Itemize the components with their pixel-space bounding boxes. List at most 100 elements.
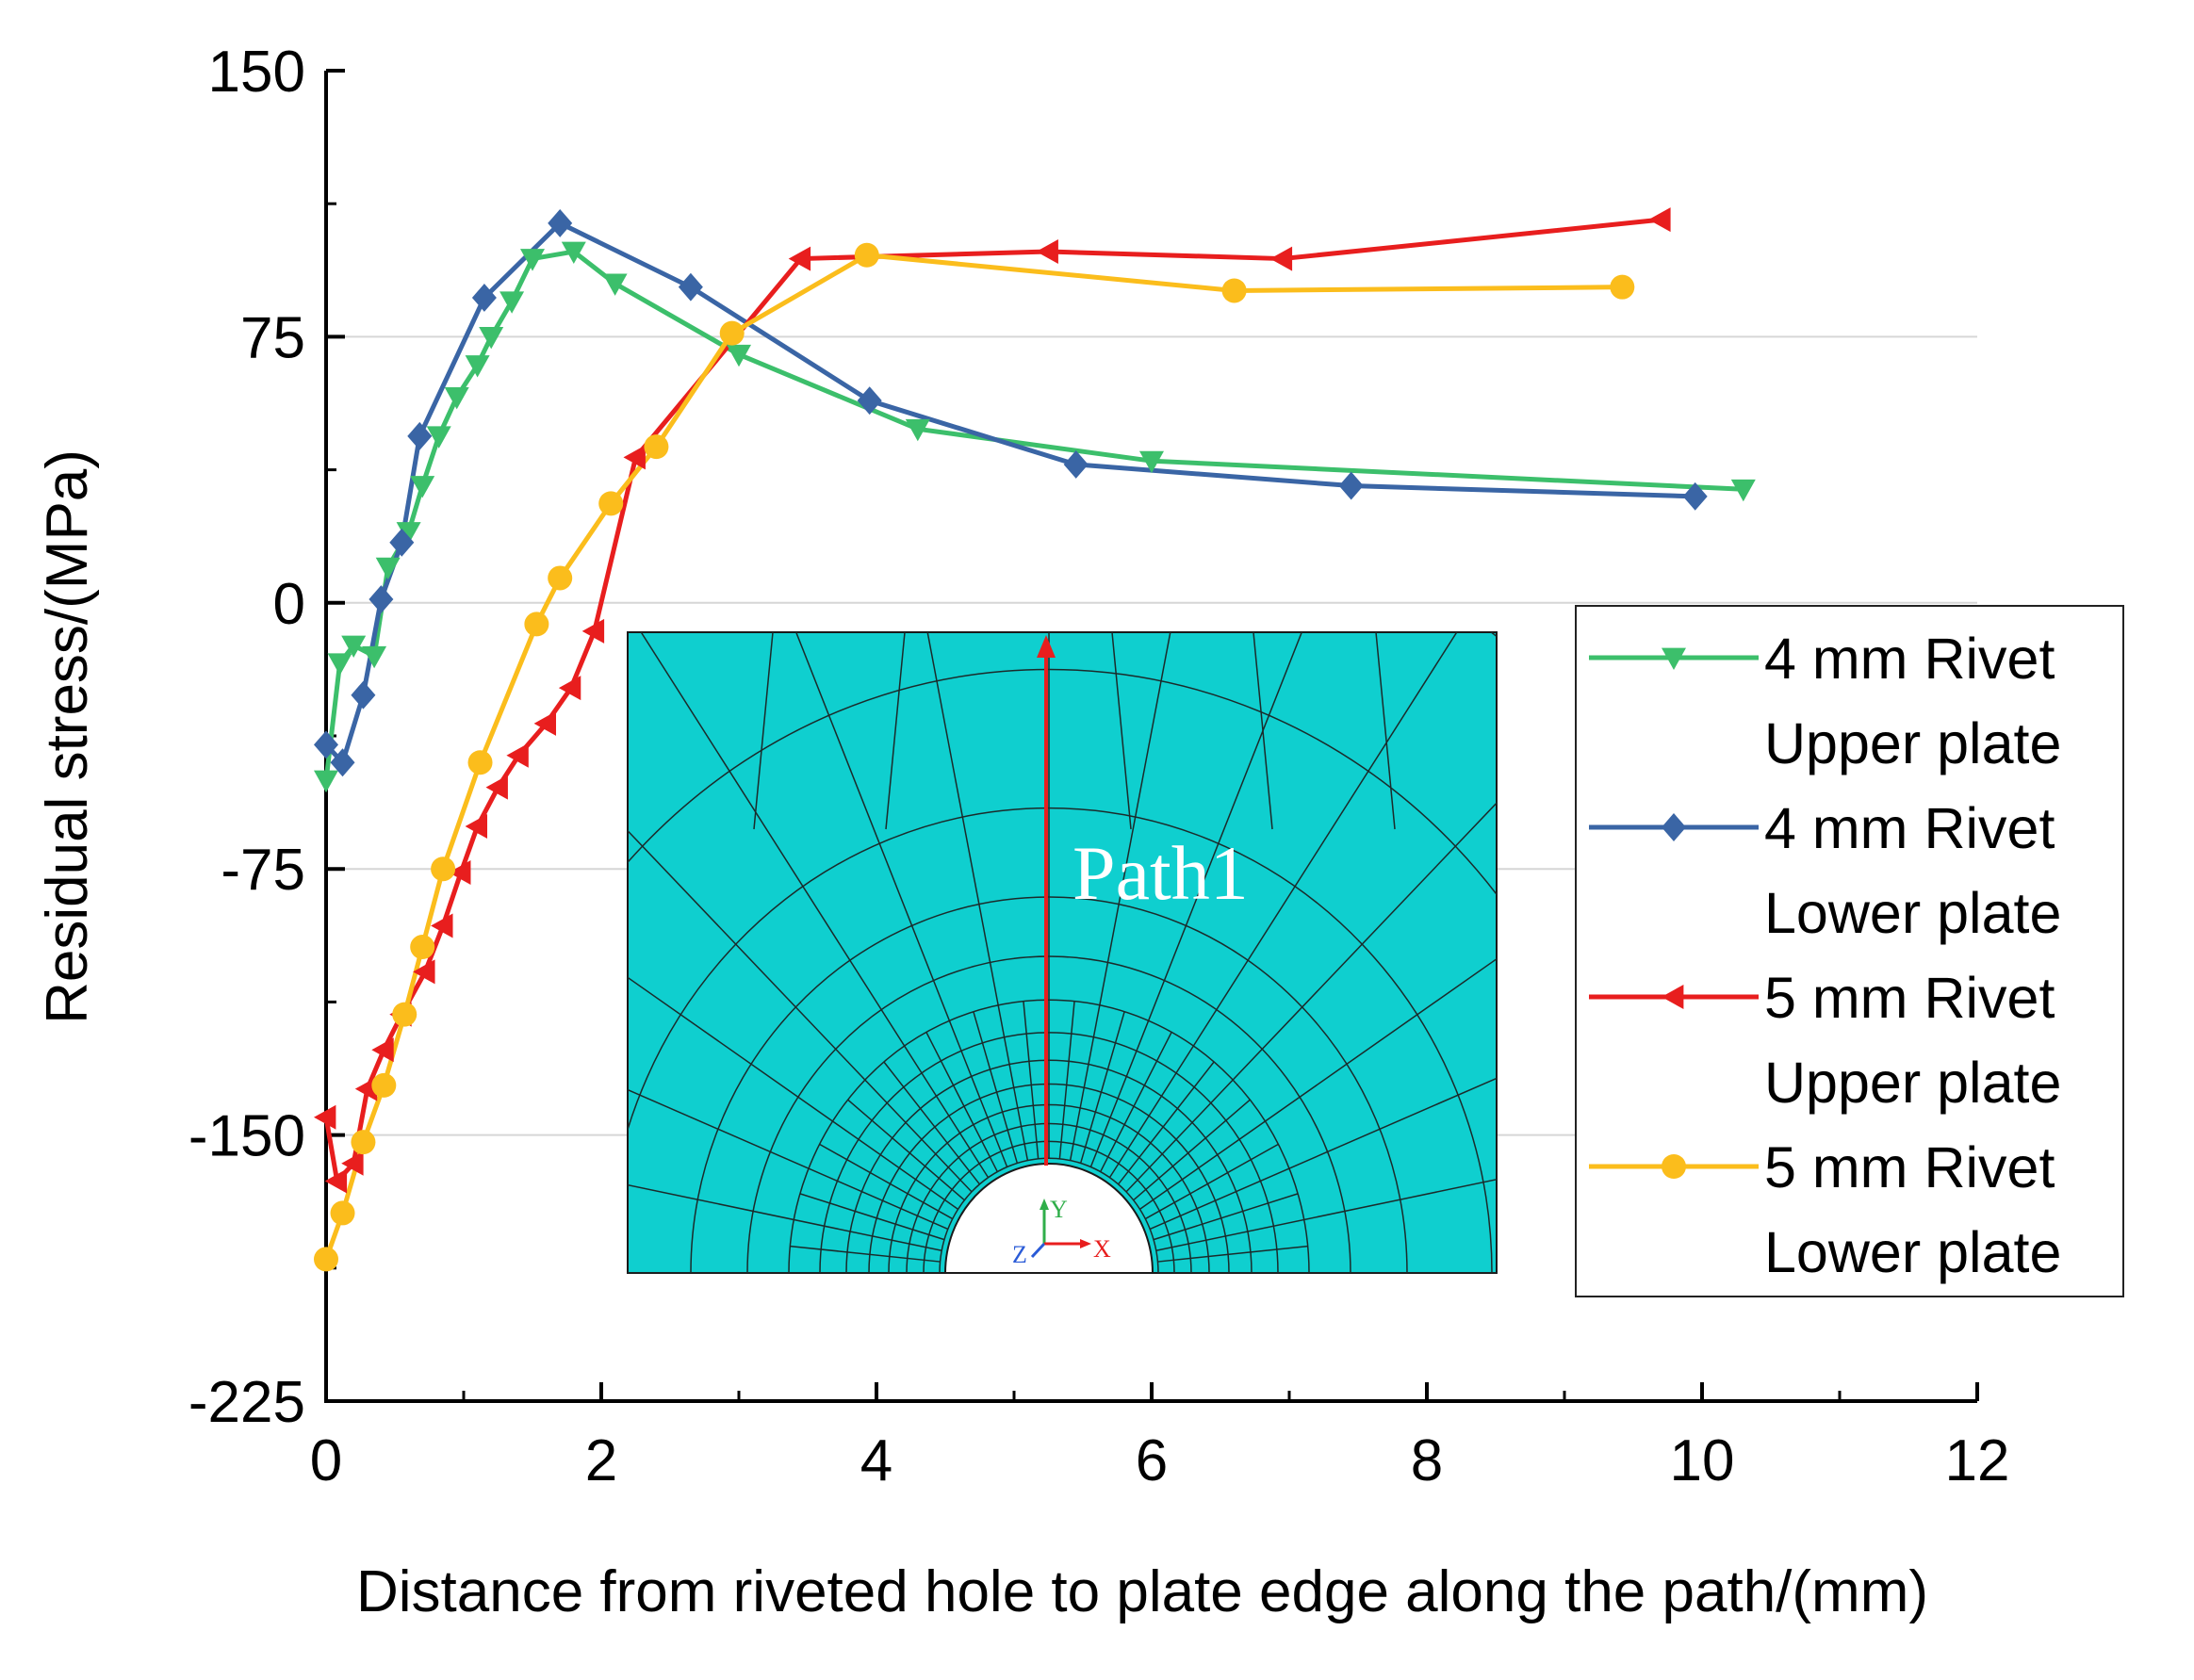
- mesh-ray: [628, 1183, 942, 1251]
- data-point-series-2: [368, 585, 394, 613]
- path1-arrow-head: [1037, 635, 1056, 658]
- y-tick-label: 150: [208, 40, 305, 105]
- data-point-series-3: [581, 618, 605, 644]
- mesh-edge: [1375, 632, 1396, 830]
- mesh-edge: [753, 632, 774, 830]
- legend-label-line1: 4 mm Rivet: [1764, 796, 2055, 860]
- data-point-series-4: [351, 1130, 376, 1155]
- y-tick-label: -150: [188, 1104, 305, 1169]
- data-point-series-4: [330, 1200, 355, 1226]
- data-point-series-2: [548, 208, 573, 237]
- data-point-series-1: [327, 653, 352, 676]
- data-point-series-3: [1269, 246, 1293, 271]
- legend-swatch-marker-3: [1662, 985, 1684, 1009]
- mesh-ray: [1069, 632, 1171, 1161]
- data-point-series-1: [1139, 450, 1164, 474]
- data-point-series-3: [623, 445, 646, 470]
- data-point-series-1: [465, 355, 490, 378]
- axis-letter-y: Y: [1050, 1196, 1068, 1223]
- data-point-series-3: [324, 1168, 348, 1194]
- data-point-series-4: [644, 434, 669, 460]
- mesh-edge: [885, 632, 906, 830]
- y-tick-label: 0: [273, 572, 305, 637]
- mesh-ray: [1153, 1193, 1299, 1241]
- mesh-ray: [926, 632, 1029, 1161]
- mesh-ray: [973, 1011, 1019, 1164]
- mesh-ray: [1117, 1061, 1215, 1185]
- mesh-ray: [1155, 1179, 1497, 1251]
- y-tick-label: -75: [221, 838, 305, 903]
- axis-letter-z: Z: [1012, 1241, 1027, 1268]
- mesh-ray: [628, 829, 973, 1193]
- data-point-series-2: [330, 748, 355, 777]
- data-point-series-3: [341, 1150, 364, 1176]
- legend-swatch-marker-1: [1662, 647, 1686, 670]
- data-point-series-1: [444, 387, 469, 410]
- mesh-ray: [1133, 1099, 1251, 1201]
- data-point-series-2: [1063, 450, 1089, 479]
- data-point-series-1: [362, 645, 387, 669]
- y-tick-label: -225: [188, 1370, 305, 1435]
- data-point-series-3: [485, 775, 508, 800]
- data-point-series-1: [396, 522, 421, 545]
- data-point-series-3: [431, 913, 453, 938]
- x-tick-label: 2: [585, 1428, 617, 1493]
- legend-swatch-marker-4: [1662, 1154, 1686, 1179]
- mesh-ray: [1058, 1001, 1075, 1159]
- data-point-series-3: [413, 959, 435, 985]
- data-point-series-3: [354, 1076, 378, 1101]
- data-point-series-1: [341, 635, 367, 658]
- data-point-series-1: [426, 426, 451, 449]
- data-point-series-4: [854, 242, 879, 268]
- mesh-ray: [790, 1245, 941, 1263]
- mesh-ray: [1139, 957, 1497, 1210]
- data-point-series-2: [351, 680, 376, 710]
- legend: 4 mm Rivet Upper plate 4 mm Rivet Lower pla…: [1575, 605, 2124, 1297]
- data-point-series-4: [1221, 278, 1247, 303]
- data-point-series-2: [389, 528, 415, 557]
- data-point-series-1: [479, 327, 504, 350]
- mesh-ray: [1125, 802, 1497, 1193]
- x-tick-label: 10: [1670, 1428, 1735, 1493]
- data-point-series-4: [392, 1002, 418, 1027]
- y-tick-label: 75: [240, 305, 305, 370]
- mesh-ray: [628, 1088, 949, 1231]
- data-point-series-1: [602, 273, 628, 296]
- mesh-ray: [925, 1032, 998, 1172]
- data-point-series-2: [407, 421, 433, 450]
- data-point-series-1: [410, 476, 435, 498]
- mesh-ray: [819, 1143, 954, 1220]
- data-point-series-1: [561, 241, 586, 265]
- data-point-series-4: [598, 491, 624, 516]
- x-tick-label: 12: [1945, 1428, 2010, 1493]
- z-axis-arrow: [1030, 1242, 1046, 1259]
- data-point-series-3: [1648, 207, 1671, 233]
- data-point-series-1: [727, 344, 751, 367]
- x-tick-label: 6: [1136, 1428, 1168, 1493]
- data-point-series-4: [719, 320, 745, 346]
- inset-mesh: Path1 Y X Z: [627, 631, 1498, 1274]
- mesh-ray: [794, 632, 1008, 1167]
- data-point-series-1: [375, 557, 401, 580]
- data-point-series-3: [558, 676, 581, 701]
- data-point-series-2: [314, 730, 338, 759]
- y-axis-title: Residual stress/(MPa): [35, 449, 100, 1024]
- data-point-series-1: [905, 418, 930, 442]
- marker-layer: [314, 207, 1756, 1272]
- x-tick-label: 0: [310, 1428, 342, 1493]
- data-point-series-3: [1036, 239, 1058, 265]
- mesh-ray: [1023, 1001, 1040, 1159]
- x-tick-label: 4: [860, 1428, 892, 1493]
- data-point-series-2: [471, 284, 497, 312]
- data-point-series-4: [410, 935, 435, 960]
- data-point-series-3: [788, 246, 811, 271]
- mesh-edge: [1253, 632, 1273, 830]
- mesh-ray: [628, 976, 958, 1210]
- axis-letter-x: X: [1093, 1235, 1111, 1263]
- legend-swatch-marker-2: [1662, 813, 1686, 841]
- data-point-series-2: [678, 272, 703, 302]
- data-point-series-4: [524, 612, 549, 637]
- data-point-series-4: [371, 1072, 397, 1098]
- data-point-series-3: [371, 1037, 394, 1063]
